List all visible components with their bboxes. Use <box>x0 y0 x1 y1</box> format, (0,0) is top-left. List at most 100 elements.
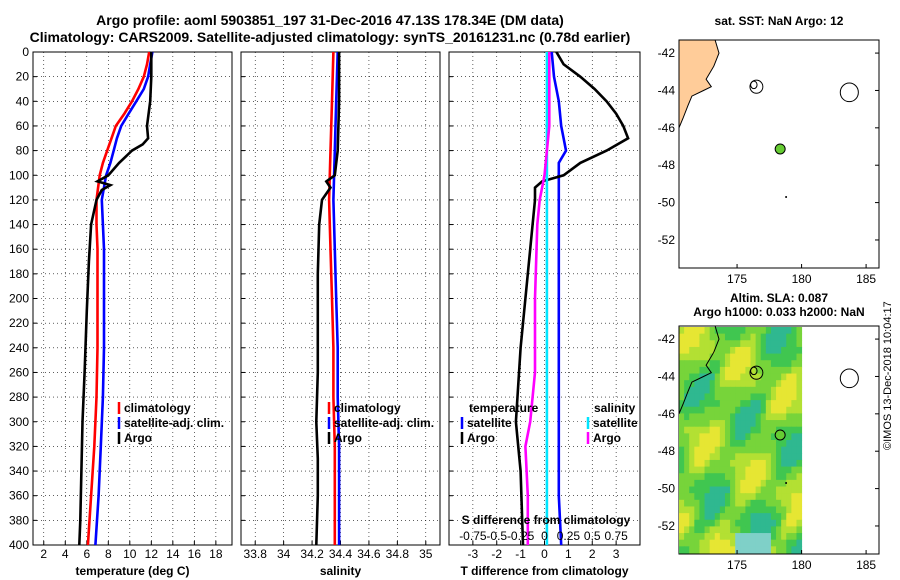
sla-cell <box>750 493 757 501</box>
salinity-legend-label: Argo <box>334 431 362 445</box>
sla-x-tick-label: 175 <box>727 558 747 572</box>
sla-cell <box>796 413 803 421</box>
sla-cell <box>699 346 706 355</box>
sla-cell <box>786 327 792 335</box>
sla-cell <box>730 459 736 468</box>
sla-cell <box>770 466 777 474</box>
sla-cell <box>719 413 726 421</box>
sla-cell <box>791 373 797 381</box>
sla-cell <box>781 519 787 527</box>
sla-cell <box>719 479 726 488</box>
sla-cell <box>796 513 803 521</box>
sla-cell <box>689 413 695 421</box>
sla-cell <box>679 406 685 414</box>
sla-cell <box>796 519 803 527</box>
sla-cell <box>796 327 803 335</box>
sla-cell <box>719 499 726 507</box>
sla-cell <box>765 446 772 454</box>
sla-cell <box>684 473 690 481</box>
sla-cell <box>760 346 767 355</box>
sla-cell <box>791 333 797 341</box>
sla-cell <box>704 546 711 554</box>
sla-cell <box>770 340 777 348</box>
sla-cell <box>760 327 767 335</box>
sla-cell <box>740 366 746 375</box>
sla-cell <box>765 533 772 541</box>
sla-cell <box>699 486 706 494</box>
diff-top-tick-label: 0 <box>541 529 548 543</box>
sla-cell <box>724 459 731 468</box>
y-tick-label: 140 <box>9 218 29 232</box>
sla-cell <box>791 440 797 448</box>
sla-cell <box>750 446 757 454</box>
sla-cell <box>694 533 700 541</box>
sla-cell <box>796 533 803 541</box>
sla-cell <box>796 433 803 441</box>
sla-cell <box>745 453 752 461</box>
sla-cell <box>709 386 716 394</box>
sla-cell <box>796 440 803 448</box>
sla-cell <box>755 373 762 381</box>
sla-cell <box>755 513 762 521</box>
sla-cell <box>791 546 797 554</box>
sla-cell <box>694 393 700 401</box>
sla-cell <box>679 380 685 388</box>
sla-cell <box>760 386 767 394</box>
sla-cell <box>684 446 690 454</box>
sla-cell <box>755 386 762 394</box>
sla-cell <box>699 453 706 461</box>
sla-cell <box>714 386 721 394</box>
diff-salinity-legend-label: satellite <box>593 416 638 430</box>
sla-cell <box>765 420 772 428</box>
sla-cell <box>679 327 685 335</box>
sla-cell <box>755 453 762 461</box>
series-line-t-argo <box>514 51 630 546</box>
sla-cell <box>791 413 797 421</box>
sst-x-tick-label: 180 <box>792 272 812 286</box>
sla-cell <box>776 346 782 355</box>
sla-cell <box>740 446 746 454</box>
sla-cell <box>704 406 711 414</box>
sla-cell <box>719 353 726 361</box>
sla-cell <box>704 473 711 481</box>
sla-cell <box>689 453 695 461</box>
sla-cell <box>679 386 685 394</box>
sla-cell <box>745 459 752 468</box>
sla-cell <box>709 440 716 448</box>
sla-cell <box>755 526 762 534</box>
sla-cell <box>796 406 803 414</box>
sla-cell <box>781 453 787 461</box>
sst-y-tick-label: -46 <box>658 121 676 135</box>
sla-cell <box>735 506 741 514</box>
sla-cell <box>694 433 700 441</box>
sla-cell <box>755 413 762 421</box>
sla-cell <box>760 546 767 554</box>
sst-island <box>750 80 758 90</box>
sla-cell <box>745 413 752 421</box>
sla-cell <box>694 426 700 434</box>
sla-cell <box>709 327 716 335</box>
sla-cell <box>719 486 726 494</box>
sla-cell <box>709 353 716 361</box>
sla-cell <box>689 499 695 507</box>
sla-cell <box>699 360 706 368</box>
series-line-t-satellite <box>550 51 568 546</box>
sla-cell <box>730 499 736 507</box>
sla-cell <box>776 406 782 414</box>
sla-cell <box>765 426 772 434</box>
sla-cell <box>765 406 772 414</box>
sla-cell <box>730 386 736 394</box>
sla-cell <box>694 413 700 421</box>
y-tick-label: 80 <box>16 144 30 158</box>
sla-cell <box>786 420 792 428</box>
sla-cell <box>730 440 736 448</box>
sla-cell <box>714 440 721 448</box>
y-tick-label: 400 <box>9 538 29 552</box>
sla-cell <box>740 413 746 421</box>
series-line-argo <box>314 52 341 546</box>
sla-cell <box>735 353 741 361</box>
sla-cell <box>760 420 767 428</box>
sla-y-tick-label: -50 <box>658 482 676 496</box>
sla-cell <box>745 420 752 428</box>
sla-cell <box>679 373 685 381</box>
